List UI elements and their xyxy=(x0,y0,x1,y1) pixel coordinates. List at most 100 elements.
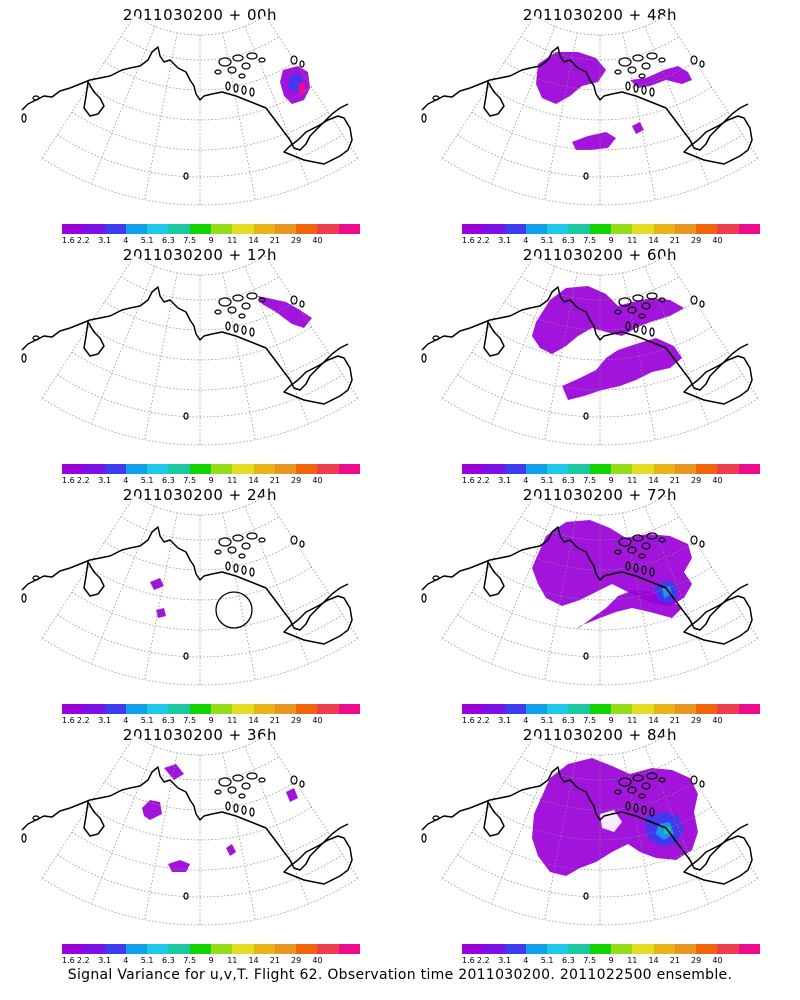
island xyxy=(583,412,589,420)
island xyxy=(290,535,298,545)
graticule-meridian xyxy=(222,32,256,200)
map-plot xyxy=(21,15,359,206)
island xyxy=(183,412,189,420)
legend-tick-label: 1.6 xyxy=(62,716,75,725)
island xyxy=(214,789,222,795)
coastline xyxy=(421,286,749,391)
island xyxy=(638,73,646,79)
graticule-meridian xyxy=(91,746,156,905)
island xyxy=(238,553,246,559)
graticule-parallel xyxy=(41,877,359,926)
legend-tick-label: 14 xyxy=(648,956,659,965)
legend-tick-label: 6.3 xyxy=(562,956,575,965)
island xyxy=(627,66,637,74)
island xyxy=(246,532,258,540)
legend-tick-label: 11 xyxy=(227,956,238,965)
legend-tick-label: 5.1 xyxy=(140,236,154,245)
coastline xyxy=(83,321,105,357)
graticule-meridian xyxy=(265,15,359,159)
panel-title: 2011030200 + 72h xyxy=(522,486,678,504)
island xyxy=(214,309,222,315)
legend-swatch xyxy=(653,224,675,234)
graticule-meridian xyxy=(491,506,556,665)
legend-tick-label: 5.1 xyxy=(140,716,154,725)
legend-swatch xyxy=(232,704,254,714)
variance-region xyxy=(572,132,616,150)
graticule-meridian xyxy=(491,26,556,185)
legend-swatch xyxy=(168,704,190,714)
graticule-parallel xyxy=(120,516,280,541)
island xyxy=(241,782,251,790)
coastline xyxy=(683,835,753,885)
island xyxy=(618,297,632,307)
legend-swatch xyxy=(62,224,84,234)
island xyxy=(32,95,40,101)
legend-tick-label: 29 xyxy=(291,236,302,245)
legend-swatch xyxy=(338,944,360,954)
legend-swatch xyxy=(189,944,211,954)
island xyxy=(633,83,639,93)
legend-swatch xyxy=(674,944,697,954)
legend-tick-label: 14 xyxy=(648,236,659,245)
legend-swatch xyxy=(338,704,360,714)
island xyxy=(432,335,440,341)
graticule-meridian xyxy=(544,512,578,680)
panel-title: 2011030200 + 12h xyxy=(122,246,278,264)
variance-region xyxy=(164,764,184,780)
legend-swatch xyxy=(610,224,633,234)
island xyxy=(625,321,631,331)
island xyxy=(646,52,658,60)
variance-region xyxy=(662,586,672,598)
legend-swatch xyxy=(589,944,611,954)
coastline xyxy=(421,46,749,151)
legend-tick-label: 3.1 xyxy=(498,236,511,245)
legend-tick-label: 7.5 xyxy=(183,716,197,725)
legend-swatch xyxy=(653,944,675,954)
legend-swatch xyxy=(462,944,484,954)
legend-swatch xyxy=(547,704,569,714)
graticule-meridian xyxy=(91,506,156,665)
coastline xyxy=(21,526,349,631)
legend-labels: 1.6 2.2 3.1 4 5.1 6.3 7.5 9 11 14 21 29 40 xyxy=(62,716,360,726)
legend-swatch xyxy=(253,704,275,714)
legend-tick-label: 11 xyxy=(227,236,238,245)
variance-region xyxy=(286,788,298,802)
island xyxy=(699,300,705,308)
legend-swatch xyxy=(525,464,548,474)
island xyxy=(633,803,639,813)
legend-colorbar xyxy=(62,944,360,954)
legend-tick-label: 6.3 xyxy=(562,716,575,725)
legend-swatch xyxy=(504,944,526,954)
graticule-meridian xyxy=(665,495,759,639)
legend-tick-label: 40 xyxy=(712,956,723,965)
legend-tick-label: 6.3 xyxy=(162,236,175,245)
legend-swatch xyxy=(504,224,526,234)
graticule-meridian xyxy=(265,735,359,879)
legend-tick-label: 11 xyxy=(227,716,238,725)
island xyxy=(232,54,244,62)
island xyxy=(690,775,698,785)
legend-swatch xyxy=(147,704,169,714)
island xyxy=(225,81,231,91)
island xyxy=(299,780,305,788)
island xyxy=(646,772,658,780)
legend-tick-label: 14 xyxy=(248,956,259,965)
legend-tick-label: 9 xyxy=(208,956,214,965)
legend-labels: 1.6 2.2 3.1 4 5.1 6.3 7.5 9 11 14 21 29 40 xyxy=(62,476,360,486)
island xyxy=(638,553,646,559)
legend-swatch xyxy=(147,224,169,234)
legend-swatch xyxy=(189,224,211,234)
legend-swatch xyxy=(738,224,760,234)
map-domain xyxy=(42,15,358,205)
island xyxy=(241,565,247,575)
legend-tick-label: 21 xyxy=(269,476,280,485)
island xyxy=(646,292,658,300)
island xyxy=(249,327,255,337)
coastline xyxy=(683,355,753,405)
legend-swatch xyxy=(274,944,297,954)
graticule-parallel xyxy=(520,756,680,781)
legend-tick-label: 5.1 xyxy=(540,476,554,485)
legend-tick-label: 29 xyxy=(691,956,702,965)
legend-tick-label: 21 xyxy=(669,716,680,725)
island xyxy=(618,537,632,547)
